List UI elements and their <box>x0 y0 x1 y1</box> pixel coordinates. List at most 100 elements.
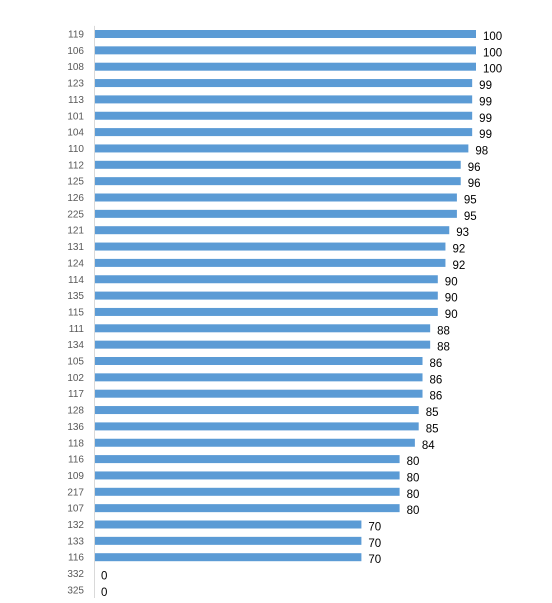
category-label: 107 <box>67 504 84 515</box>
category-label: 131 <box>67 242 84 253</box>
category-label: 105 <box>67 357 84 368</box>
bar <box>95 291 438 300</box>
bar-layer <box>95 30 476 562</box>
value-label: 80 <box>407 489 420 501</box>
value-label: 99 <box>479 80 492 92</box>
value-label: 99 <box>479 113 492 125</box>
category-label: 332 <box>67 569 84 580</box>
bar <box>95 471 400 480</box>
value-label: 100 <box>483 47 502 59</box>
bar <box>95 357 423 365</box>
bar <box>95 389 423 398</box>
category-label: 217 <box>67 487 84 498</box>
category-label: 225 <box>67 209 84 220</box>
value-label: 88 <box>437 325 450 337</box>
value-label: 96 <box>468 178 481 190</box>
bar <box>95 553 362 562</box>
value-label: 92 <box>452 260 465 272</box>
category-label: 101 <box>67 111 84 122</box>
bar <box>95 128 473 137</box>
value-label: 70 <box>368 554 381 566</box>
bar <box>95 144 469 153</box>
bar <box>95 177 461 186</box>
value-label: 95 <box>464 195 477 207</box>
category-label: 109 <box>67 471 84 482</box>
bar <box>95 30 476 38</box>
value-label: 90 <box>445 293 458 305</box>
bar <box>95 487 400 496</box>
value-label: 100 <box>483 64 502 76</box>
bar <box>95 324 431 333</box>
category-label: 116 <box>68 455 84 466</box>
category-label: 112 <box>68 160 84 171</box>
bar <box>95 242 446 251</box>
bar <box>95 79 473 88</box>
value-label: 85 <box>426 423 439 435</box>
category-label: 135 <box>67 291 84 302</box>
category-label: 128 <box>67 406 84 417</box>
category-label: 124 <box>67 258 84 269</box>
category-labels: 119 106 108 123 113 101 104 110 112 125 126 225 121 1… <box>67 30 84 597</box>
category-label: 134 <box>67 340 84 351</box>
bar <box>95 95 473 104</box>
value-label: 0 <box>101 587 107 598</box>
bar <box>95 520 362 529</box>
value-label: 80 <box>407 456 420 468</box>
category-label: 114 <box>68 275 84 286</box>
bar <box>95 307 438 316</box>
bar <box>95 504 400 513</box>
bar <box>95 111 473 120</box>
value-label: 98 <box>475 145 488 157</box>
value-label: 99 <box>479 96 492 108</box>
bar <box>95 275 438 284</box>
category-label: 121 <box>67 226 84 237</box>
bar <box>95 536 362 545</box>
value-label: 86 <box>430 374 443 386</box>
value-label: 0 <box>101 571 107 583</box>
category-label: 102 <box>67 373 84 384</box>
category-label: 132 <box>67 520 84 531</box>
category-label: 104 <box>67 128 84 139</box>
bar <box>95 455 400 464</box>
value-label: 86 <box>430 358 443 370</box>
value-label: 92 <box>452 244 465 256</box>
bar <box>95 226 450 235</box>
bar <box>95 422 419 431</box>
value-label: 84 <box>422 440 435 452</box>
value-label: 96 <box>468 162 481 174</box>
value-label: 100 <box>483 31 502 43</box>
bar <box>95 340 431 349</box>
value-label: 99 <box>479 129 492 141</box>
value-label: 93 <box>456 227 469 239</box>
value-label: 85 <box>426 407 439 419</box>
category-label: 119 <box>68 30 84 41</box>
value-label: 80 <box>407 505 420 517</box>
category-label: 117 <box>68 389 84 400</box>
category-label: 126 <box>67 193 84 204</box>
category-label: 110 <box>68 144 84 155</box>
value-label: 86 <box>430 391 443 403</box>
value-label: 90 <box>445 276 458 288</box>
category-label: 325 <box>67 585 84 596</box>
bar <box>95 209 457 218</box>
bar <box>95 46 476 55</box>
value-labels: 100 100 100 99 99 99 99 98 96 96 95 95 93 92 92 90 90 90 8… <box>101 31 502 599</box>
category-label: 125 <box>67 177 84 188</box>
value-label: 70 <box>368 538 381 550</box>
category-label: 113 <box>68 95 84 106</box>
bar <box>95 258 446 267</box>
value-label: 80 <box>407 472 420 484</box>
category-label: 116 <box>68 553 84 564</box>
bar <box>95 406 419 415</box>
category-label: 118 <box>68 438 84 449</box>
value-label: 95 <box>464 211 477 223</box>
bar <box>95 373 423 382</box>
category-label: 111 <box>69 324 85 335</box>
value-label: 88 <box>437 342 450 354</box>
bar <box>95 438 415 447</box>
category-label: 108 <box>67 62 84 73</box>
category-label: 123 <box>67 79 84 90</box>
bar <box>95 193 457 202</box>
